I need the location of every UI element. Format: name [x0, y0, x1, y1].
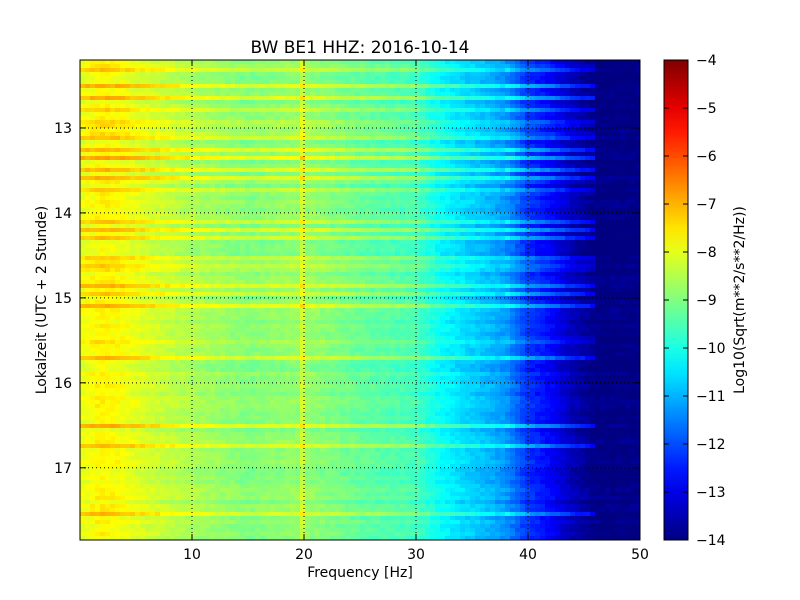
colorbar-tick-label: −9	[696, 293, 717, 309]
x-axis-label: Frequency [Hz]	[307, 565, 413, 581]
spectrogram-image	[80, 60, 640, 540]
y-tick-label: 14	[54, 206, 72, 222]
colorbar-tick-label: −4	[696, 53, 717, 69]
colorbar: −4 −5 −6 −7 −8 −9 −10 −11 −12 −13 −14	[663, 53, 726, 549]
colorbar-tick-label: −7	[696, 197, 717, 213]
x-tick-label: 20	[295, 547, 313, 563]
colorbar-tick-label: −14	[696, 533, 726, 549]
spectrogram-plot: 10 20 30 40 50 13 14 15 16 17	[54, 59, 649, 563]
chart-title: BW BE1 HHZ: 2016-10-14	[250, 38, 469, 58]
colorbar-tick-label: −5	[696, 101, 717, 117]
colorbar-label: Log10(Sqrt(m**2/s**2/Hz))	[732, 206, 748, 394]
y-tick-label: 13	[54, 121, 72, 137]
colorbar-tick-label: −6	[696, 149, 717, 165]
x-tick-label: 40	[519, 547, 537, 563]
colorbar-tick-label: −11	[696, 389, 726, 405]
y-tick-label: 16	[54, 376, 72, 392]
y-tick-label: 15	[54, 291, 72, 307]
x-tick-label: 30	[407, 547, 425, 563]
x-tick-label: 10	[183, 547, 201, 563]
y-axis-label: Lokalzeit (UTC + 2 Stunde)	[34, 206, 50, 395]
colorbar-tick-label: −13	[696, 485, 726, 501]
plot-frame	[79, 59, 641, 541]
colorbar-tick-label: −12	[696, 437, 726, 453]
colorbar-tick-label: −10	[696, 341, 726, 357]
x-tick-label: 50	[631, 547, 649, 563]
colorbar-tick-label: −8	[696, 245, 717, 261]
y-tick-label: 17	[54, 461, 72, 477]
